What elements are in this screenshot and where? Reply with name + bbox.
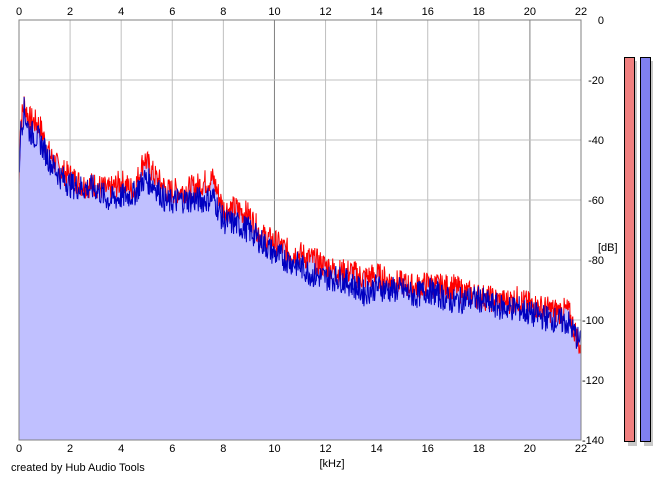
x-tick-labels-bottom: 0 2 4 6 8 10 12 14 16 18 20 22 [16, 443, 587, 455]
y-tick-label: -100 [582, 315, 604, 327]
x-tick-label-top: 0 [16, 6, 22, 18]
x-tick-label-top: 10 [268, 6, 280, 18]
y-axis-label: [dB] [598, 242, 618, 254]
x-tick-label-top: 12 [319, 6, 331, 18]
y-tick-label: -140 [582, 435, 604, 447]
y-tick-label: 0 [598, 15, 604, 27]
x-tick-label-top: 4 [118, 6, 124, 18]
x-tick-label-top: 16 [422, 6, 434, 18]
x-tick-label-top: 14 [371, 6, 383, 18]
series-line-left-channel [18, 96, 582, 354]
x-tick-label-top: 20 [524, 6, 536, 18]
series-line-right-channel [18, 96, 582, 349]
y-tick-label: -60 [588, 195, 604, 207]
y-tick-labels: 0 -20 -40 -60 -80 -100 -120 -140 [582, 15, 604, 447]
x-tick-label-top: 8 [220, 6, 226, 18]
x-tick-label-top: 22 [575, 6, 587, 18]
y-tick-label: -40 [588, 135, 604, 147]
right-level-meter [640, 57, 651, 442]
x-tick-label-top: 18 [473, 6, 485, 18]
credit-text: created by Hub Audio Tools [11, 462, 145, 474]
left-level-meter [624, 57, 635, 442]
x-axis-label: [kHz] [319, 458, 344, 470]
x-tick-label-bottom: 18 [473, 443, 485, 455]
y-tick-label: -20 [588, 75, 604, 87]
x-tick-label-bottom: 0 [16, 443, 22, 455]
x-tick-label-bottom: 8 [220, 443, 226, 455]
y-tick-label: -120 [582, 375, 604, 387]
y-tick-label: -80 [588, 255, 604, 267]
x-tick-label-bottom: 6 [169, 443, 175, 455]
x-tick-label-bottom: 16 [422, 443, 434, 455]
x-tick-label-bottom: 12 [319, 443, 331, 455]
x-tick-label-top: 6 [169, 6, 175, 18]
x-tick-label-top: 2 [67, 6, 73, 18]
x-tick-label-bottom: 14 [371, 443, 383, 455]
x-tick-labels-top: 0 2 4 6 8 10 12 14 16 18 20 22 [16, 6, 587, 18]
x-tick-label-bottom: 20 [524, 443, 536, 455]
x-tick-label-bottom: 22 [575, 443, 587, 455]
x-tick-label-bottom: 4 [118, 443, 124, 455]
x-tick-label-bottom: 2 [67, 443, 73, 455]
x-tick-label-bottom: 10 [268, 443, 280, 455]
plot-frame [18, 19, 582, 441]
